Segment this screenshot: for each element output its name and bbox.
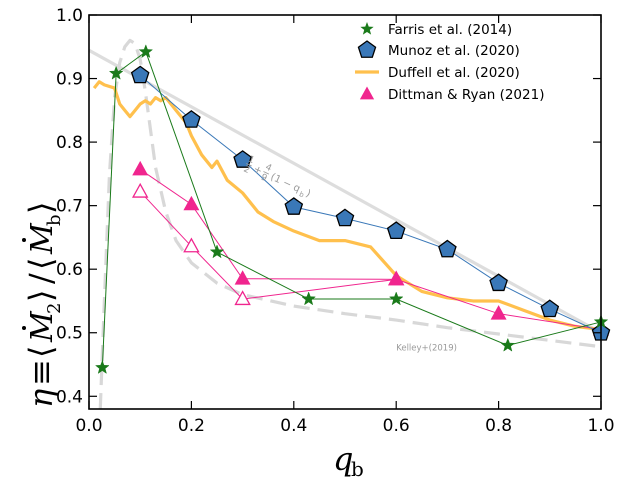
dittman-open-line: [139, 191, 397, 300]
munoz-marker: [540, 299, 560, 318]
legend: Farris et al. (2014) Munoz et al. (2020)…: [355, 22, 544, 103]
legend-marker-pentagon: [357, 40, 377, 58]
farris-marker: [108, 65, 124, 80]
anno-d1: 2: [242, 164, 251, 175]
legend-entry-munoz: Munoz et al. (2020): [357, 40, 520, 59]
legend-marker-triangle: [359, 86, 375, 100]
x-tick-label: 0.4: [280, 416, 307, 436]
data-series: [92, 51, 602, 368]
legend-label-farris: Farris et al. (2014): [388, 22, 512, 38]
munoz-marker: [284, 197, 304, 215]
kelley-dashed-curve: [98, 38, 602, 410]
y-label-dot-2: [22, 238, 26, 242]
y-label-langle-1: ⟨: [22, 346, 60, 358]
farris-marker: [500, 337, 516, 352]
legend-marker-star: [360, 22, 374, 35]
munoz-marker: [438, 239, 457, 258]
dittman-open-marker: [234, 290, 251, 306]
plot-frame: [88, 14, 602, 410]
munoz-marker: [489, 273, 508, 292]
x-tick-label: 0.0: [75, 416, 102, 436]
reference-curves: [88, 38, 602, 410]
y-label-m-2: M: [25, 222, 60, 255]
anno-frac-bar-2: [263, 171, 270, 175]
dittman-open-marker: [183, 237, 200, 253]
munoz-marker: [335, 208, 355, 227]
dittman-open-marker: [131, 182, 149, 198]
y-tick-label: 0.4: [56, 387, 83, 407]
legend-label-munoz: Munoz et al. (2020): [388, 43, 520, 59]
farris-marker: [209, 244, 225, 259]
y-label-rangle-2: ⟩: [22, 202, 60, 214]
y-tick-label: 0.7: [56, 197, 83, 217]
y-label-sub-b: b: [44, 214, 65, 226]
farris-marker: [301, 291, 316, 306]
x-tick-label: 0.8: [485, 416, 512, 436]
y-label-eta: η: [22, 389, 60, 408]
x-tick-label: 1.0: [587, 416, 614, 436]
x-axis-label-q: q: [333, 440, 353, 478]
farris-marker: [138, 44, 154, 59]
duffell-line: [92, 80, 602, 332]
y-tick-label: 0.5: [56, 324, 83, 344]
legend-label-duffell: Duffell et al. (2020): [388, 65, 520, 81]
farris-marker: [388, 291, 404, 306]
anno-n1: 1: [246, 155, 255, 166]
munoz-marker: [130, 65, 150, 84]
x-axis-label-sub: b: [351, 457, 364, 481]
data-markers: [94, 44, 611, 374]
x-axis-label: q b: [333, 440, 364, 481]
y-axis-label: η ≡ ⟨ M 2 ⟩ / ⟨ M b ⟩: [22, 202, 65, 408]
munoz-marker: [233, 150, 252, 168]
dittman-filled-marker: [183, 195, 200, 211]
anno-rest: (1 − q: [269, 172, 302, 195]
legend-entry-dittman: Dittman & Ryan (2021): [359, 86, 544, 103]
farris-line: [101, 51, 602, 368]
annotation-kelley: Kelley+(2019): [396, 344, 457, 354]
munoz-line: [139, 74, 602, 334]
dittman-filled-marker: [234, 270, 251, 285]
dittman-filled-marker: [490, 305, 507, 320]
y-label-langle-2: ⟨: [22, 258, 60, 270]
x-tick-label: 0.2: [178, 416, 205, 436]
y-tick-label: 1.0: [56, 6, 83, 26]
legend-label-dittman: Dittman & Ryan (2021): [388, 87, 544, 103]
y-label-rangle-1: ⟩: [22, 290, 60, 302]
anno-sub: b: [298, 190, 306, 199]
legend-entry-farris: Farris et al. (2014): [360, 22, 512, 38]
dittman-filled-marker: [132, 160, 149, 176]
y-label-dot-1: [22, 326, 26, 330]
munoz-marker: [386, 221, 406, 239]
munoz-marker: [182, 110, 201, 128]
y-tick-label: 0.6: [56, 260, 83, 280]
anno-d2: 9: [259, 173, 269, 185]
y-label-equiv: ≡: [22, 359, 60, 386]
linear-fit-line: [88, 48, 602, 335]
axis-ticks: 0.0 0.2 0.4 0.6 0.8 1.0 0.4 0.5 0.6 0.7 0.8 0.9 1.0: [56, 6, 615, 436]
y-label-sub-2: 2: [44, 303, 65, 314]
y-label-slash: /: [22, 273, 60, 284]
anno-n2: 4: [264, 163, 274, 175]
y-tick-label: 0.8: [56, 133, 83, 153]
dittman-filled-marker: [388, 270, 405, 286]
legend-entry-duffell: Duffell et al. (2020): [355, 65, 520, 81]
x-tick-label: 0.6: [383, 416, 410, 436]
y-label-m-1: M: [25, 310, 60, 343]
anno-frac-bar-1: [246, 163, 252, 167]
anno-close: ): [304, 188, 312, 200]
farris-marker: [94, 359, 110, 374]
dittman-filled-line: [139, 169, 602, 331]
y-tick-label: 0.9: [56, 70, 83, 90]
annotation-linear-fit: 1 2 + 4 9 (1 − q b ): [242, 155, 313, 200]
